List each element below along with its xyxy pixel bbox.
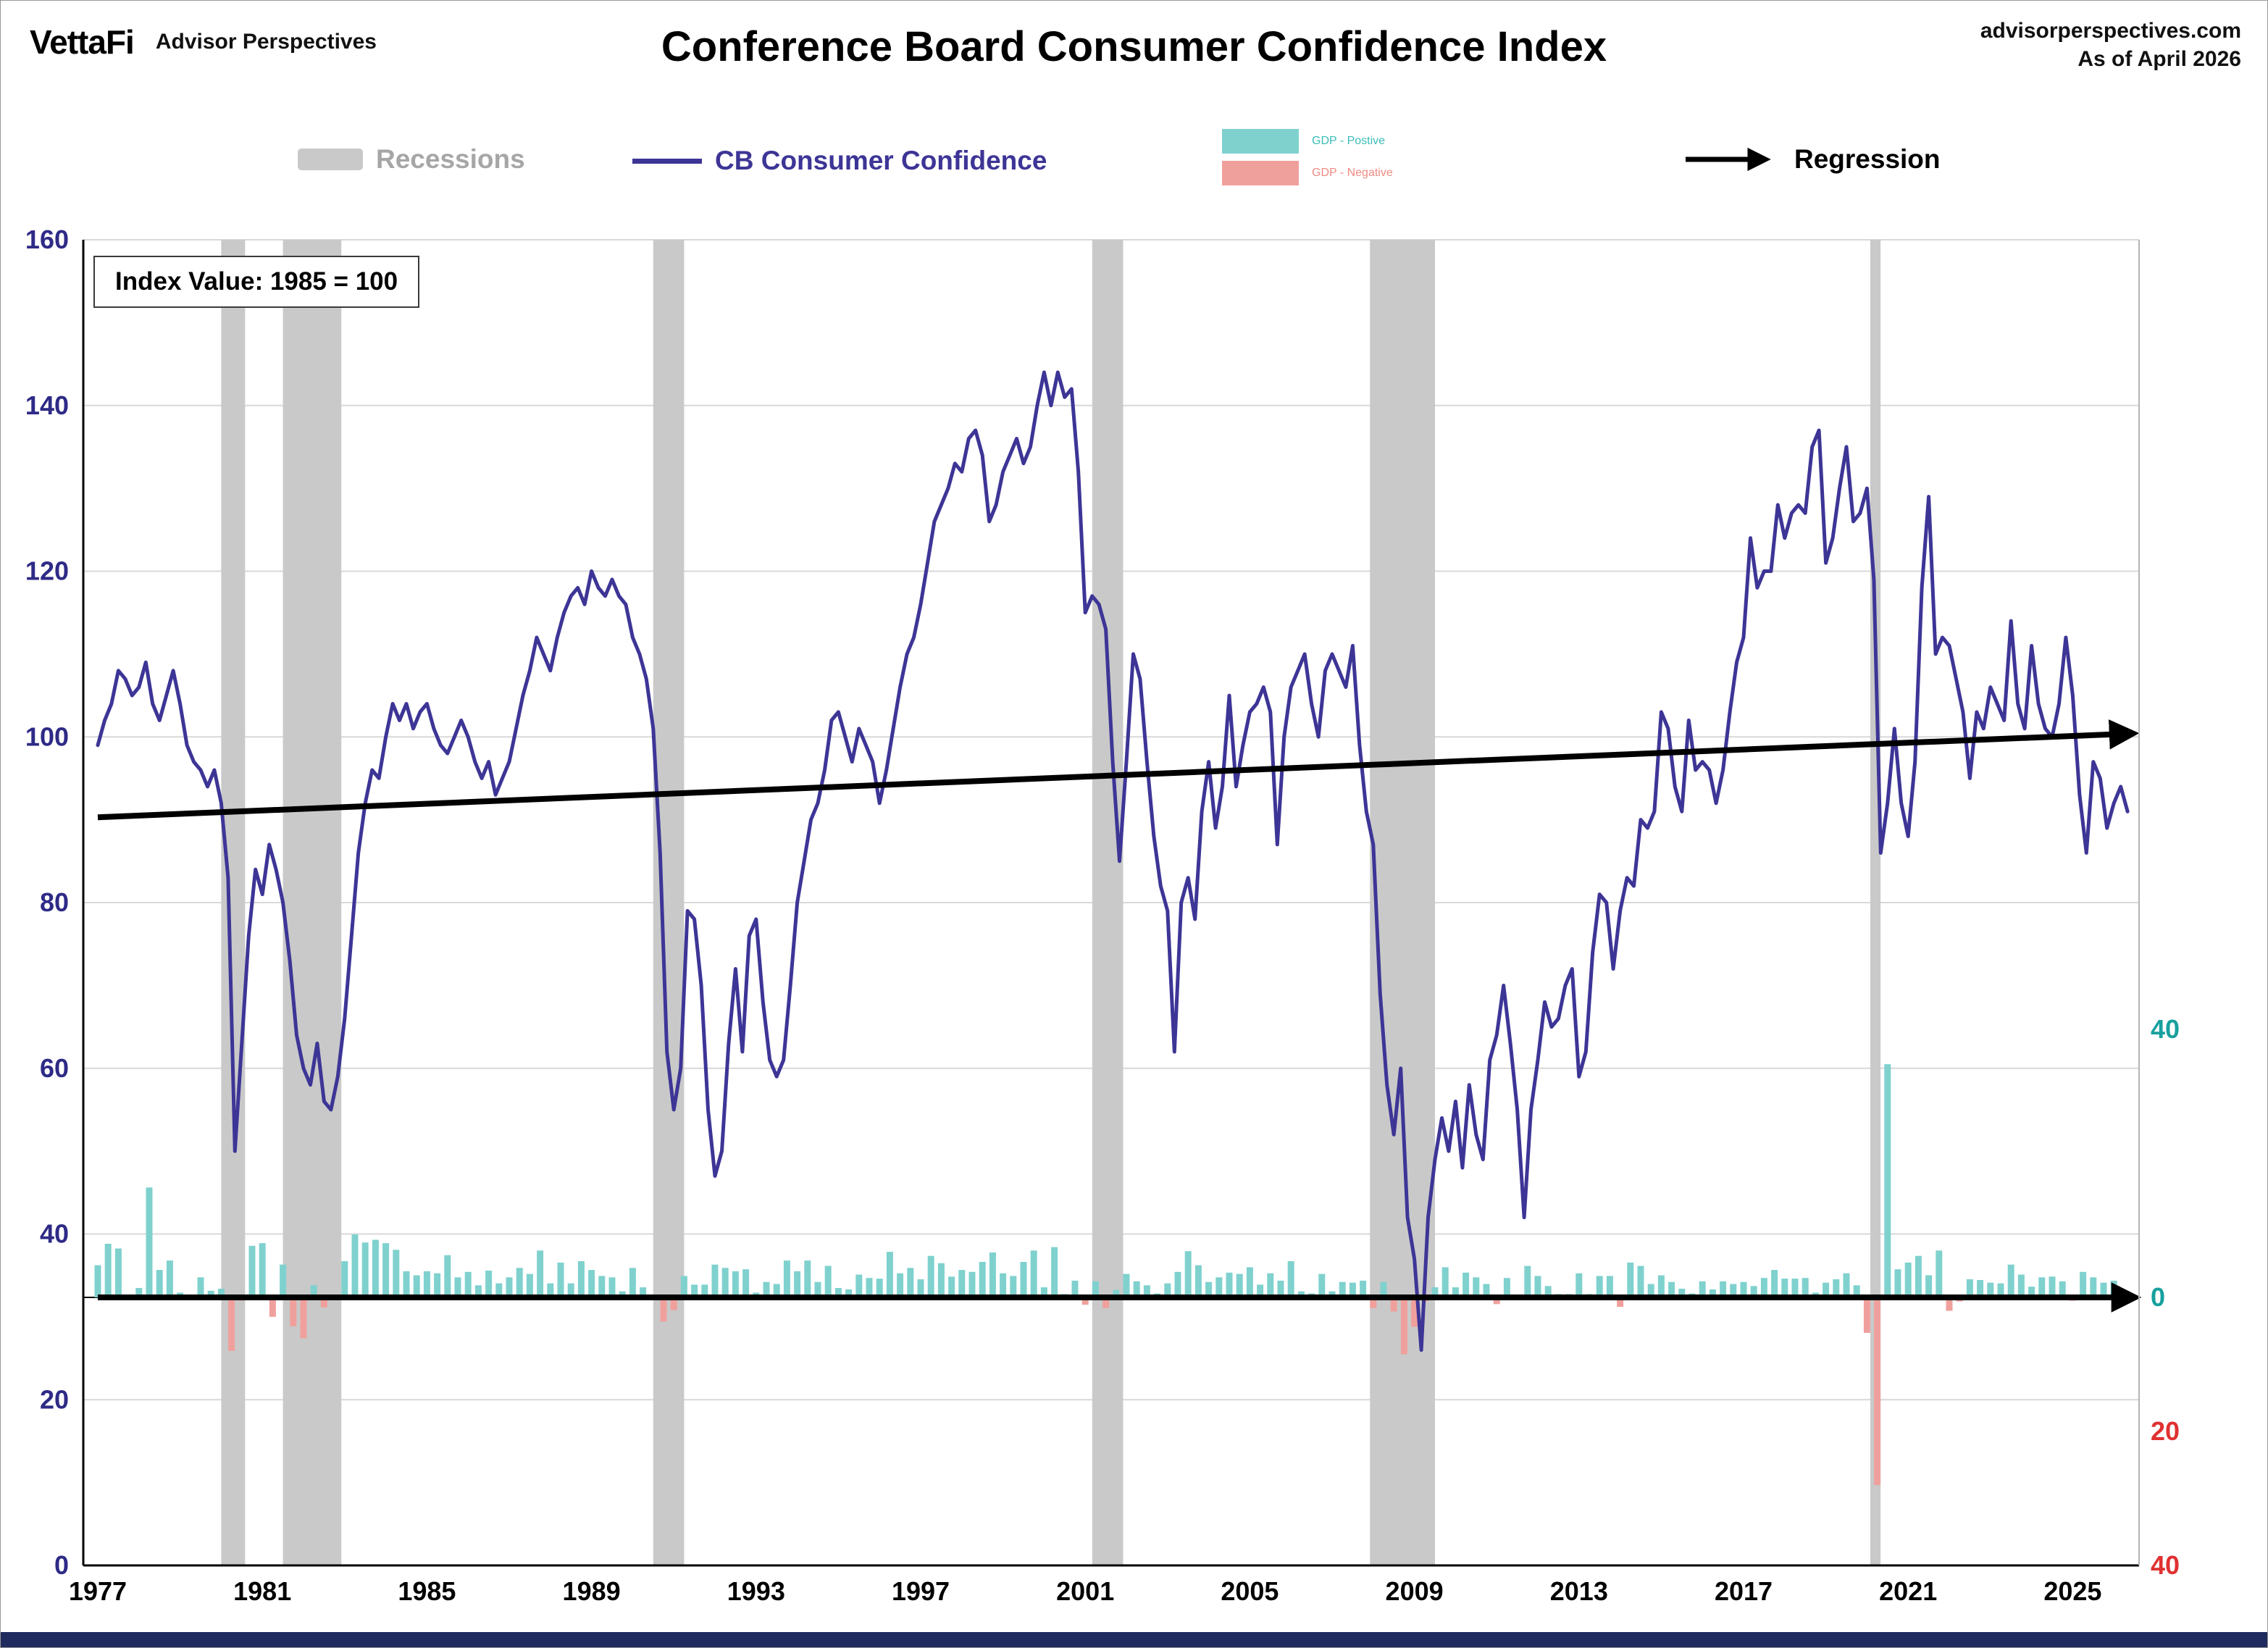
brand-subtitle: Advisor Perspectives (155, 30, 377, 54)
svg-text:1993: 1993 (727, 1576, 785, 1606)
legend-recessions: Recessions (298, 144, 525, 175)
svg-text:0: 0 (54, 1550, 69, 1580)
recession-swatch-icon (298, 149, 363, 170)
footer-bar (1, 1632, 2267, 1647)
legend-gdp-negative: GDP - Negative (1222, 157, 1393, 189)
gdp-positive-swatch-icon (1222, 129, 1299, 154)
svg-text:2001: 2001 (1056, 1576, 1114, 1606)
page-title: Conference Board Consumer Confidence Ind… (661, 23, 1607, 70)
brand: VettaFi Advisor Perspectives (30, 22, 377, 62)
legend-regression: Regression (1683, 144, 1941, 175)
source-attribution: advisorperspectives.com As of April 2026 (1980, 17, 2241, 73)
svg-text:2005: 2005 (1221, 1576, 1279, 1606)
gdp-negative-swatch-icon (1222, 161, 1299, 185)
index-value-note: Index Value: 1985 = 100 (93, 256, 420, 308)
legend-confidence-label: CB Consumer Confidence (715, 146, 1047, 175)
regression-arrow-icon (1686, 147, 1771, 172)
legend-gdp: GDP - Postive GDP - Negative (1222, 125, 1393, 189)
svg-text:2025: 2025 (2043, 1576, 2101, 1606)
svg-text:0: 0 (2151, 1282, 2165, 1312)
legend-gdp-positive: GDP - Postive (1222, 125, 1393, 157)
svg-text:1997: 1997 (892, 1576, 950, 1606)
vettafi-logo: VettaFi (30, 23, 135, 61)
svg-text:1981: 1981 (233, 1576, 291, 1606)
svg-text:2021: 2021 (1879, 1576, 1937, 1606)
confidence-line-swatch-icon (632, 158, 702, 164)
legend-gdp-negative-label: GDP - Negative (1312, 167, 1393, 179)
svg-text:40: 40 (2151, 1014, 2180, 1044)
svg-text:140: 140 (25, 390, 69, 420)
svg-text:2017: 2017 (1715, 1576, 1773, 1606)
svg-text:40: 40 (2151, 1550, 2180, 1580)
svg-text:120: 120 (25, 556, 69, 586)
svg-text:1977: 1977 (69, 1576, 127, 1606)
legend-recessions-label: Recessions (376, 144, 525, 174)
legend-regression-label: Regression (1794, 144, 1941, 174)
svg-text:100: 100 (25, 721, 69, 751)
svg-text:2009: 2009 (1386, 1576, 1444, 1606)
svg-text:80: 80 (40, 887, 69, 917)
svg-text:40: 40 (40, 1219, 69, 1249)
svg-text:160: 160 (25, 225, 69, 254)
legend-confidence: CB Consumer Confidence (632, 146, 1047, 176)
svg-text:20: 20 (40, 1384, 69, 1414)
svg-text:20: 20 (2151, 1416, 2180, 1446)
svg-text:2013: 2013 (1550, 1576, 1608, 1606)
svg-text:60: 60 (40, 1053, 69, 1083)
source-site: advisorperspectives.com (1980, 19, 2241, 43)
as-of-date: As of April 2026 (2077, 47, 2241, 71)
svg-text:1985: 1985 (398, 1576, 456, 1606)
svg-text:1989: 1989 (563, 1576, 621, 1606)
legend-gdp-positive-label: GDP - Postive (1312, 135, 1386, 147)
